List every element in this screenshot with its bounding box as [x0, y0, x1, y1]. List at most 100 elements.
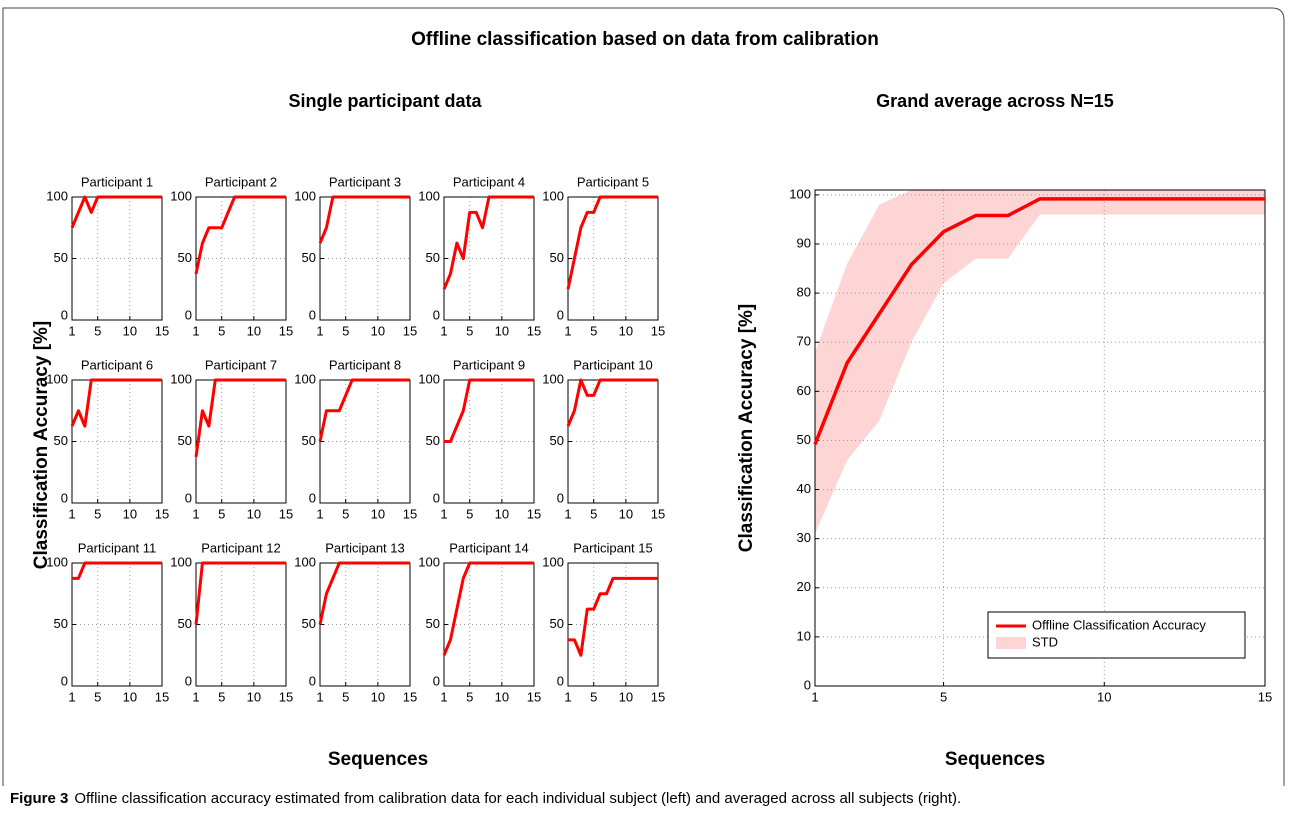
y-tick-label: 40 — [797, 481, 811, 496]
y-tick-label: 100 — [418, 188, 440, 203]
x-tick-label: 5 — [590, 506, 597, 521]
data-line — [318, 195, 410, 244]
y-tick-label: 50 — [302, 616, 316, 631]
x-tick-label: 1 — [68, 323, 75, 338]
y-tick-label: 10 — [797, 628, 811, 643]
x-tick-label: 15 — [155, 506, 169, 521]
y-tick-label: 20 — [797, 579, 811, 594]
y-tick-label: 0 — [185, 490, 192, 505]
x-tick-label: 10 — [1097, 689, 1111, 704]
x-tick-label: 5 — [342, 689, 349, 704]
x-tick-label: 5 — [94, 506, 101, 521]
y-tick-label: 50 — [550, 250, 564, 265]
x-tick-label: 5 — [342, 323, 349, 338]
caption-text: Offline classification accuracy estimate… — [74, 790, 961, 807]
y-tick-label: 0 — [185, 673, 192, 688]
y-tick-label: 50 — [550, 616, 564, 631]
x-axis-label: Sequences — [945, 749, 1045, 770]
y-axis-label: Classification Accuracy [%] — [31, 321, 52, 570]
plot-frame — [567, 562, 659, 687]
x-tick-label: 15 — [403, 689, 417, 704]
x-tick-label: 5 — [466, 323, 473, 338]
x-tick-label: 1 — [316, 506, 323, 521]
data-line — [194, 195, 286, 275]
x-tick-label: 5 — [94, 689, 101, 704]
y-tick-label: 80 — [797, 285, 811, 300]
x-tick-label: 5 — [590, 323, 597, 338]
x-tick-label: 5 — [94, 323, 101, 338]
x-tick-label: 10 — [619, 506, 633, 521]
y-tick-label: 50 — [302, 433, 316, 448]
data-line — [70, 378, 162, 428]
std-band — [815, 190, 1265, 534]
caption: Figure 3 Offline classification accuracy … — [10, 790, 961, 807]
y-tick-label: 0 — [61, 673, 68, 688]
data-line — [194, 561, 286, 625]
x-tick-label: 15 — [527, 506, 541, 521]
plot-title: Participant 8 — [329, 357, 401, 372]
y-tick-label: 0 — [61, 307, 68, 322]
x-tick-label: 10 — [123, 506, 137, 521]
y-tick-label: 100 — [542, 188, 564, 203]
data-line — [568, 576, 658, 657]
plot-title: Participant 12 — [201, 540, 281, 555]
y-tick-label: 60 — [797, 383, 811, 398]
x-tick-label: 1 — [564, 323, 571, 338]
x-tick-label: 15 — [279, 689, 293, 704]
y-tick-label: 0 — [309, 307, 316, 322]
y-tick-label: 0 — [557, 673, 564, 688]
x-tick-label: 15 — [155, 323, 169, 338]
figure-border — [2, 7, 1285, 786]
x-tick-label: 10 — [123, 689, 137, 704]
y-tick-label: 0 — [557, 307, 564, 322]
y-tick-label: 50 — [178, 616, 192, 631]
y-axis-label: Classification Accuracy [%] — [736, 304, 757, 553]
plot-title: Participant 7 — [205, 357, 277, 372]
x-tick-label: 5 — [342, 506, 349, 521]
data-line — [318, 561, 410, 625]
plot-title: Participant 15 — [573, 540, 653, 555]
x-tick-label: 10 — [123, 323, 137, 338]
x-tick-label: 5 — [218, 323, 225, 338]
x-tick-label: 1 — [316, 689, 323, 704]
y-tick-label: 100 — [294, 371, 316, 386]
data-line — [72, 561, 162, 580]
legend-swatch — [996, 637, 1026, 649]
x-tick-label: 15 — [1258, 689, 1272, 704]
x-tick-label: 1 — [192, 689, 199, 704]
legend-box — [987, 611, 1246, 659]
plot-title: Participant 6 — [81, 357, 153, 372]
plot-title: Grand average across N=15 — [876, 91, 1114, 111]
y-tick-label: 0 — [61, 490, 68, 505]
y-tick-label: 50 — [54, 616, 68, 631]
y-tick-label: 50 — [797, 432, 811, 447]
x-tick-label: 1 — [564, 689, 571, 704]
y-tick-label: 50 — [426, 616, 440, 631]
x-tick-label: 5 — [590, 689, 597, 704]
legend-label: STD — [1032, 634, 1058, 649]
x-tick-label: 1 — [316, 323, 323, 338]
x-axis-label: Sequences — [328, 749, 428, 770]
y-tick-label: 70 — [797, 334, 811, 349]
x-tick-label: 15 — [279, 506, 293, 521]
x-tick-label: 1 — [440, 323, 447, 338]
x-tick-label: 10 — [495, 323, 509, 338]
y-tick-label: 100 — [789, 186, 811, 201]
y-tick-label: 50 — [426, 250, 440, 265]
y-tick-label: 50 — [302, 250, 316, 265]
data-line — [442, 195, 534, 290]
x-tick-label: 1 — [440, 689, 447, 704]
plot-title: Participant 10 — [573, 357, 653, 372]
x-tick-label: 5 — [466, 506, 473, 521]
y-tick-label: 0 — [309, 673, 316, 688]
y-tick-label: 100 — [46, 554, 68, 569]
plot-title: Participant 13 — [325, 540, 405, 555]
plot-title: Participant 1 — [81, 174, 153, 189]
x-tick-label: 10 — [247, 506, 261, 521]
plot-title: Participant 4 — [453, 174, 525, 189]
y-tick-label: 100 — [46, 371, 68, 386]
y-tick-label: 0 — [433, 673, 440, 688]
data-line — [318, 378, 410, 442]
x-tick-label: 5 — [940, 689, 947, 704]
